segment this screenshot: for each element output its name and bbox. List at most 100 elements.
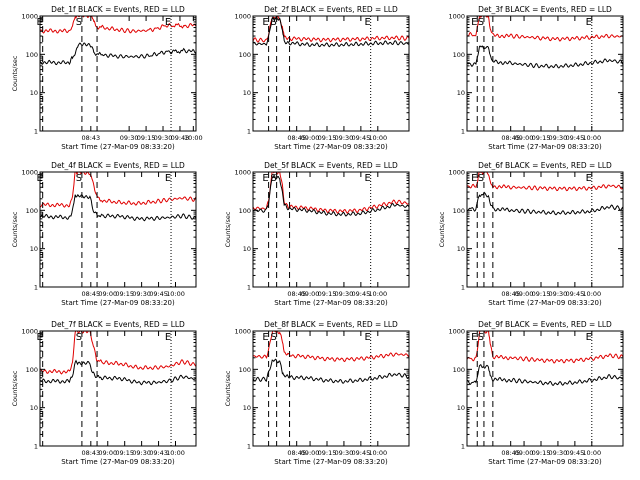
event-marker-label: E [365, 332, 371, 343]
x-tick-label: 10:00 [368, 134, 387, 142]
series-group [40, 172, 196, 222]
event-marker-label: S [76, 173, 82, 184]
event-marker-label: E [165, 173, 171, 184]
event-marker-label: E [365, 17, 371, 28]
x-tick-label: 09:00 [98, 290, 117, 298]
series-line-lld [253, 172, 409, 214]
series-group [253, 331, 409, 384]
x-tick-label: 10:00 [582, 290, 601, 298]
y-tick-label: 1000 [21, 13, 38, 21]
y-tick-label: 1 [34, 128, 38, 136]
x-tick-label: 09:45 [351, 449, 370, 457]
x-tick-label: 09:15 [532, 449, 551, 457]
y-tick-label: 10 [30, 245, 38, 253]
x-tick-label: 09:15 [532, 290, 551, 298]
y-tick-label: 100 [453, 51, 465, 59]
x-tick-label: 09:45 [565, 290, 584, 298]
x-axis-label: Start Time (27-Mar-09 08:33:20) [488, 143, 602, 151]
x-tick-label: 09:15 [115, 449, 134, 457]
x-axis-label: Start Time (27-Mar-09 08:33:20) [488, 458, 602, 466]
y-tick-label: 100 [239, 207, 251, 215]
event-marker-label: E [262, 17, 268, 28]
y-tick-label: 1000 [448, 328, 465, 336]
x-axis-label: Start Time (27-Mar-09 08:33:20) [274, 458, 388, 466]
x-tick-label: 09:15 [532, 134, 551, 142]
chart-title: Det_4f BLACK = Events, RED = LLD [51, 161, 185, 170]
series-line-events [467, 363, 623, 386]
plot-frame [252, 171, 410, 288]
series-line-lld [40, 16, 196, 34]
event-marker-label: S [478, 332, 484, 343]
y-tick-label: 1 [461, 284, 465, 292]
x-tick-label: 08:45 [81, 290, 100, 298]
x-tick-label: 08:45 [501, 134, 520, 142]
series-line-lld [253, 331, 409, 363]
y-tick-label: 100 [26, 207, 38, 215]
x-tick-label: 09:45 [565, 134, 584, 142]
x-tick-label: 09:15 [318, 449, 337, 457]
y-tick-label: 1000 [448, 169, 465, 177]
x-tick-label: 10:00 [582, 449, 601, 457]
x-axis-label: Start Time (27-Mar-09 08:33:20) [61, 458, 175, 466]
y-tick-label: 1 [247, 284, 251, 292]
series-group [40, 16, 196, 66]
x-tick-label: 10:00 [582, 134, 601, 142]
x-tick-label: 09:30 [132, 449, 151, 457]
x-tick-label: 09:00 [301, 134, 320, 142]
y-tick-label: 10 [457, 89, 465, 97]
event-marker-label: E [165, 17, 171, 28]
y-tick-label: 100 [453, 366, 465, 374]
x-tick-label: 09:00 [301, 449, 320, 457]
event-marker-label: E [365, 173, 371, 184]
x-tick-label: 09:30 [549, 134, 568, 142]
x-tick-label: 08:45 [287, 134, 306, 142]
series-group [253, 16, 409, 48]
chart-title: Det_8f BLACK = Events, RED = LLD [264, 320, 398, 329]
x-tick-label: 09:15 [318, 290, 337, 298]
x-tick-label: 09:30 [154, 134, 173, 142]
series-line-events [253, 175, 409, 217]
chart-title: Det_3f BLACK = Events, RED = LLD [478, 5, 612, 14]
chart-title: Det_1f BLACK = Events, RED = LLD [51, 5, 185, 14]
event-marker-label: S [478, 173, 484, 184]
y-tick-label: 10 [30, 404, 38, 412]
x-tick-label: 09:30 [120, 134, 139, 142]
event-marker-label: E [262, 332, 268, 343]
series-group [40, 331, 196, 386]
y-tick-label: 1 [461, 128, 465, 136]
event-marker-label: E [471, 173, 477, 184]
x-tick-label: 09:00 [98, 449, 117, 457]
event-marker-label: S [270, 332, 276, 343]
series-line-events [253, 358, 409, 384]
x-axis-label: Start Time (27-Mar-09 08:33:20) [61, 143, 175, 151]
event-marker-label: E [262, 173, 268, 184]
x-tick-label: 09:30 [549, 290, 568, 298]
x-tick-label: 09:30 [549, 449, 568, 457]
series-group [467, 331, 623, 386]
y-tick-label: 100 [239, 51, 251, 59]
event-marker-label: S [270, 17, 276, 28]
x-tick-label: 09:30 [335, 290, 354, 298]
event-marker-label: E [586, 173, 592, 184]
y-tick-label: 1000 [234, 328, 251, 336]
y-tick-label: 1 [247, 443, 251, 451]
y-tick-label: 10 [30, 89, 38, 97]
series-group [467, 16, 623, 69]
x-axis-label: Start Time (27-Mar-09 08:33:20) [61, 299, 175, 307]
x-tick-label: 09:00 [301, 290, 320, 298]
y-tick-label: 100 [453, 207, 465, 215]
y-axis-label: Counts/sec [224, 211, 232, 247]
series-line-lld [467, 16, 623, 42]
chart-title: Det_2f BLACK = Events, RED = LLD [264, 5, 398, 14]
x-tick-label: 08:45 [501, 290, 520, 298]
x-tick-label: 08:43 [81, 449, 100, 457]
y-tick-label: 10 [243, 89, 251, 97]
